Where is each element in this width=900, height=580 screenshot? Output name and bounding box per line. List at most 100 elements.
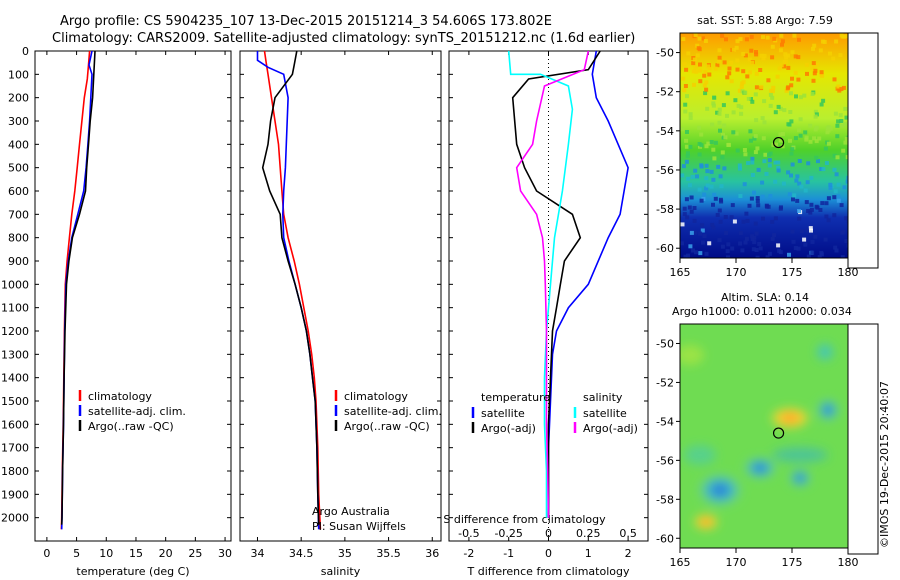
sst-pixel <box>749 48 754 53</box>
sst-pixel <box>790 147 795 152</box>
sst-pixel <box>731 110 736 115</box>
sst-pixel <box>693 230 698 235</box>
sst-pixel <box>704 251 709 256</box>
sst-pixel <box>767 251 772 256</box>
map-y-tick-label: -52 <box>656 86 674 99</box>
sst-pixel <box>823 146 828 151</box>
sst-pixel <box>704 80 709 85</box>
sst-pixel <box>692 57 697 62</box>
sst-pixel <box>726 255 730 258</box>
sst-pixel <box>711 101 716 106</box>
sst-pixel <box>832 153 837 158</box>
sst-pixel <box>779 106 783 111</box>
series-line <box>261 50 320 525</box>
sst-pixel <box>710 222 715 227</box>
sst-pixel <box>780 42 784 47</box>
sst-map-axes: 165 170 175 180 -50 -52 -54 -56 -58 -60 <box>656 47 858 279</box>
sst-pixel <box>738 37 743 42</box>
header-line1: Argo profile: CS 5904235_107 13-Dec-2015… <box>60 14 552 29</box>
sst-pixel <box>754 231 759 236</box>
sst-pixel <box>684 144 689 149</box>
sst-pixel <box>784 88 789 93</box>
sst-pixel <box>739 111 744 116</box>
sst-pixel <box>773 160 778 165</box>
sst-pixel <box>704 186 709 191</box>
sst-pixel <box>739 105 744 110</box>
sst-pixel <box>742 182 747 187</box>
sst-pixel <box>770 44 775 49</box>
sst-pixel <box>702 234 707 238</box>
sst-pixel <box>797 181 802 186</box>
sst-pixel <box>744 236 749 241</box>
sst-pixel <box>741 69 746 74</box>
sst-pixel <box>706 141 711 146</box>
x-tick-label: 0 <box>43 547 50 560</box>
sst-pixel <box>719 184 724 189</box>
sst-pixel <box>727 66 732 71</box>
sst-pixel <box>698 231 703 236</box>
depth-tick-label: 400 <box>8 138 29 151</box>
sst-pixel <box>826 125 831 130</box>
legend-label: climatology <box>88 390 152 403</box>
sst-pixel <box>702 73 707 78</box>
sst-pixel <box>826 141 831 146</box>
sst-pixel <box>789 151 794 156</box>
depth-tick-label: 1800 <box>1 465 29 478</box>
credit-pi: PI: Susan Wijffels <box>312 520 406 533</box>
sst-pixel <box>750 237 755 242</box>
sst-pixel <box>809 228 813 233</box>
sst-pixel <box>840 230 845 235</box>
sst-pixel <box>831 56 836 61</box>
sst-pixel <box>803 242 808 247</box>
sst-pixel <box>747 203 752 208</box>
depth-tick-label: 500 <box>8 162 29 175</box>
sst-pixel <box>748 129 753 134</box>
sst-pixel <box>824 201 829 206</box>
map-x-tick-label: 170 <box>726 556 747 569</box>
depth-tick-label: 1500 <box>1 395 29 408</box>
depth-tick-label: 1100 <box>1 302 29 315</box>
sst-pixel <box>797 209 801 213</box>
sst-pixel <box>838 53 843 58</box>
sst-pixel <box>755 196 760 201</box>
sst-pixel <box>761 216 765 221</box>
sst-pixel <box>735 39 740 44</box>
sst-pixel <box>684 67 689 72</box>
sst-pixel <box>808 123 813 128</box>
sst-pixel <box>832 167 837 172</box>
sst-pixel <box>843 140 848 145</box>
sst-pixel <box>694 250 698 255</box>
x-tick-label: -2 <box>463 547 474 560</box>
depth-tick-label: 300 <box>8 115 29 128</box>
sst-pixel <box>683 102 688 107</box>
sst-pixel <box>833 189 838 194</box>
map-x-tick-label: 180 <box>838 556 859 569</box>
sst-pixel <box>711 103 716 108</box>
sst-pixel <box>789 119 794 124</box>
sst-pixel <box>718 219 723 224</box>
sst-pixel <box>707 241 712 246</box>
sst-pixel <box>762 53 767 58</box>
sst-pixel <box>743 90 748 95</box>
sst-pixel <box>840 123 845 128</box>
sst-pixel <box>836 198 841 203</box>
credit-org: Argo Australia <box>312 505 390 518</box>
sst-pixel <box>749 34 754 39</box>
sst-pixel <box>724 37 728 42</box>
sst-pixel <box>750 173 755 177</box>
depth-tick-label: 1200 <box>1 325 29 338</box>
map-x-tick-label: 170 <box>726 266 747 279</box>
sst-pixel <box>745 218 750 223</box>
sla-field <box>680 324 848 548</box>
sst-pixel <box>752 240 757 245</box>
depth-tick-label: 900 <box>8 255 29 268</box>
sst-pixel <box>725 75 730 80</box>
series-line <box>60 50 96 525</box>
sst-pixel <box>787 122 792 127</box>
sst-pixel <box>819 167 824 171</box>
depth-tick-label: 700 <box>8 208 29 221</box>
sst-pixel <box>760 180 765 185</box>
sst-pixel <box>698 79 703 84</box>
sst-pixel <box>811 78 816 83</box>
sst-pixel <box>817 136 822 141</box>
